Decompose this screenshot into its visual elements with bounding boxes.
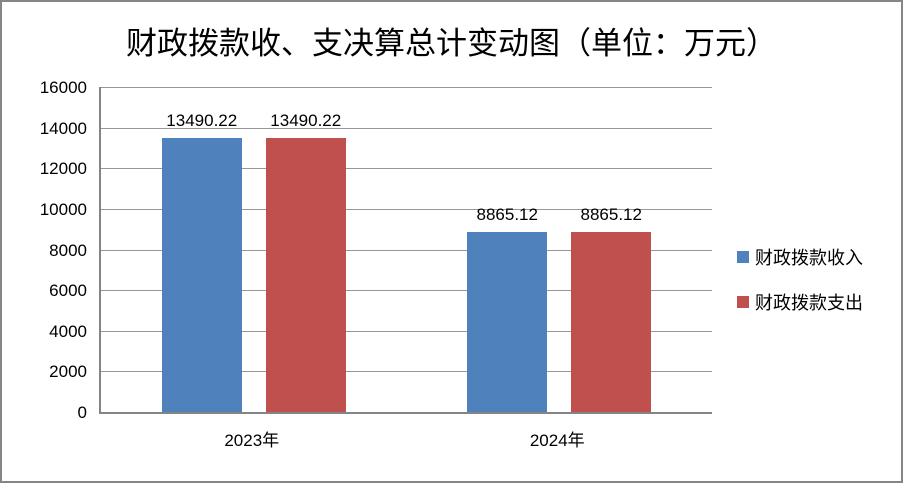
gridline-10000 — [101, 208, 712, 210]
data-label-财政拨款支出-2024年: 8865.12 — [580, 204, 642, 224]
y-axis-tick-label: 14000 — [39, 118, 87, 138]
legend-item-财政拨款收入: 财政拨款收入 — [737, 244, 863, 270]
gridline-12000 — [101, 168, 712, 170]
data-label-财政拨款收入-2024年: 8865.12 — [476, 204, 538, 224]
x-axis-category-label: 2024年 — [529, 431, 585, 450]
y-axis: 0 2000 4000 6000 8000 10000 12000 14000 16000 — [2, 78, 87, 422]
gridline-4000 — [101, 330, 712, 332]
y-axis-tick-label: 10000 — [39, 199, 87, 219]
gridline-8000 — [101, 249, 712, 251]
x-axis-category-label: 2023年 — [224, 431, 280, 450]
data-label-财政拨款支出-2023年: 13490.22 — [270, 110, 342, 130]
legend-label: 财政拨款收入 — [755, 248, 863, 268]
y-axis-tick-label: 12000 — [39, 159, 87, 179]
gridline-2000 — [101, 371, 712, 373]
x-axis: 2023年 2024年 — [99, 426, 710, 452]
y-axis-tick-label: 8000 — [49, 240, 87, 260]
bar-财政拨款收入-2023年 — [161, 137, 242, 412]
bar-财政拨款支出-2024年 — [571, 231, 652, 412]
y-axis-tick-label: 4000 — [49, 321, 87, 341]
legend-label: 财政拨款支出 — [755, 293, 863, 313]
gridline-6000 — [101, 290, 712, 292]
legend-swatch-icon — [737, 251, 749, 263]
gridline-16000 — [101, 87, 712, 88]
bar-财政拨款收入-2024年 — [467, 231, 548, 412]
gridline-14000 — [101, 127, 712, 129]
y-axis-tick-label: 2000 — [49, 362, 87, 382]
chart-title: 财政拨款收、支决算总计变动图（单位：万元） — [126, 26, 777, 61]
legend-item-财政拨款支出: 财政拨款支出 — [737, 289, 863, 315]
data-label-财政拨款收入-2023年: 13490.22 — [166, 110, 238, 130]
plot-area: 13490.22 13490.22 8865.12 8865.12 — [99, 87, 712, 414]
bar-财政拨款支出-2023年 — [265, 137, 346, 412]
y-axis-tick-label: 16000 — [39, 78, 87, 97]
legend-swatch-icon — [737, 296, 749, 308]
legend: 财政拨款收入 财政拨款支出 — [737, 244, 863, 334]
y-axis-tick-label: 0 — [77, 403, 87, 422]
y-axis-tick-label: 6000 — [49, 281, 87, 301]
